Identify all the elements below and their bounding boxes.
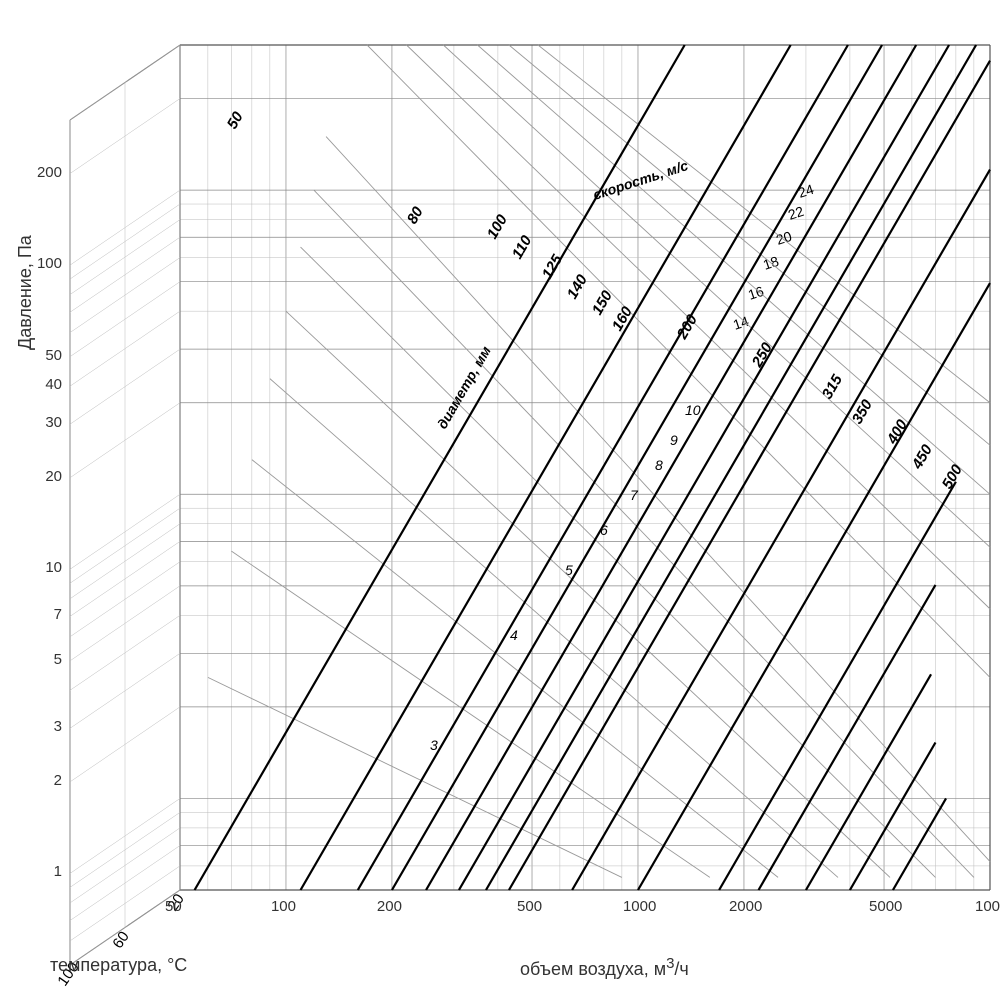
svg-text:24: 24 [796,181,816,201]
x-tick: 50 [165,898,182,915]
svg-text:8: 8 [655,457,663,473]
y-tick: 200 [32,164,62,181]
svg-text:7: 7 [630,487,639,503]
nomogram-chart: 2060100345678910141618202224скорость, м/… [0,0,1000,993]
svg-text:150: 150 [589,287,617,318]
y-tick: 30 [32,414,62,431]
nomogram-container: 2060100345678910141618202224скорость, м/… [0,0,1000,993]
temp-axis-label: температура, °C [50,955,187,976]
svg-text:50: 50 [224,108,247,132]
svg-text:315: 315 [819,371,847,402]
x-tick: 10000 [975,898,1000,915]
svg-text:500: 500 [939,461,967,492]
x-tick: 1000 [623,898,656,915]
y-tick: 50 [32,347,62,364]
svg-text:450: 450 [908,441,936,473]
svg-text:140: 140 [564,271,592,302]
x-tick: 500 [517,898,542,915]
y-tick: 7 [32,606,62,623]
svg-text:4: 4 [510,627,518,643]
svg-text:10: 10 [685,402,701,418]
y-tick: 10 [32,559,62,576]
x-tick: 2000 [729,898,762,915]
y-axis-label: Давление, Па [15,235,36,350]
y-tick: 5 [32,651,62,668]
svg-text:3: 3 [430,737,438,753]
svg-text:400: 400 [883,416,911,448]
x-axis-label-text: объем воздуха, м [520,959,666,979]
x-axis-label-suffix: /ч [674,959,688,979]
svg-text:250: 250 [748,339,776,371]
x-tick: 100 [271,898,296,915]
svg-text:14: 14 [731,313,751,333]
svg-text:9: 9 [670,432,678,448]
y-axis-label-text: Давление, Па [15,235,35,350]
y-tick: 1 [32,863,62,880]
y-tick: 100 [32,255,62,272]
svg-text:60: 60 [109,928,132,951]
y-tick: 40 [32,376,62,393]
x-tick: 5000 [869,898,902,915]
y-tick: 20 [32,468,62,485]
svg-text:350: 350 [849,396,877,427]
x-tick: 200 [377,898,402,915]
svg-text:16: 16 [746,283,766,303]
svg-text:5: 5 [565,562,573,578]
temp-axis-label-text: температура, °C [50,955,187,975]
svg-text:160: 160 [609,303,637,334]
y-tick: 3 [32,718,62,735]
x-axis-label: объем воздуха, м3/ч [520,955,689,980]
y-tick: 2 [32,772,62,789]
svg-text:80: 80 [404,203,427,227]
